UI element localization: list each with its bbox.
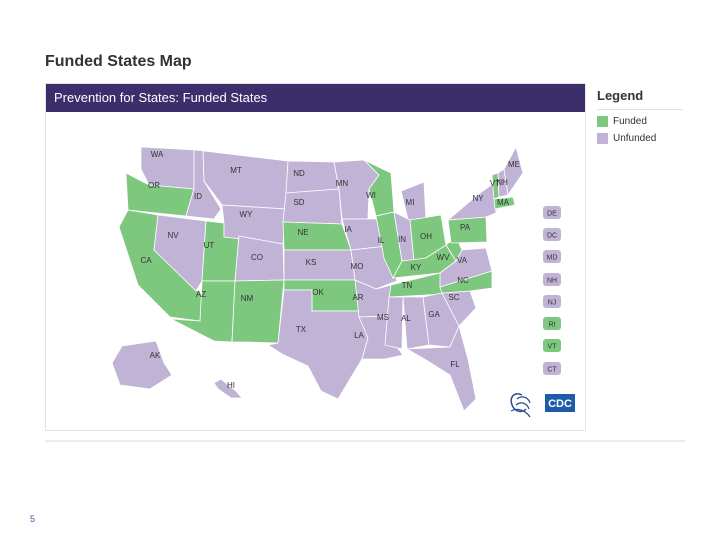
cdc-logo-text: CDC [548, 398, 572, 410]
state-label-fl: FL [450, 360, 460, 369]
small-state-label-vt: VT [548, 344, 558, 351]
state-label-nc: NC [457, 276, 469, 285]
small-state-md[interactable] [543, 250, 561, 263]
state-label-nv: NV [167, 231, 179, 240]
state-ks[interactable] [283, 249, 356, 281]
legend-label-funded: Funded [613, 116, 647, 127]
state-label-nm: NM [241, 294, 254, 303]
state-me[interactable] [503, 145, 524, 197]
state-nv[interactable] [153, 214, 207, 292]
small-state-vt[interactable] [543, 339, 561, 352]
small-state-label-nj: NJ [548, 300, 557, 307]
small-state-label-md: MD [547, 255, 558, 262]
state-label-wi: WI [366, 191, 376, 200]
map-header: Prevention for States: Funded States [46, 84, 585, 112]
state-label-ga: GA [428, 310, 440, 319]
state-ak[interactable] [111, 340, 173, 390]
map-panel: Prevention for States: Funded States WA O… [45, 83, 586, 431]
small-state-nh[interactable] [543, 273, 561, 286]
state-label-il: IL [378, 236, 385, 245]
state-label-id: ID [194, 192, 202, 201]
state-label-la: LA [354, 331, 364, 340]
legend-swatch-funded [597, 116, 608, 127]
small-state-label-dc: DC [547, 233, 557, 240]
state-label-oh: OH [420, 232, 432, 241]
us-map: WA OR CA ID NV UT AZ MT WY CO NM ND SD NE KS OK TX MN IA MO… [111, 145, 575, 418]
legend-title: Legend [597, 88, 683, 110]
state-label-ca: CA [140, 256, 152, 265]
state-label-wy: WY [240, 210, 254, 219]
small-state-label-ri: RI [549, 322, 556, 329]
small-state-ri[interactable] [543, 317, 561, 330]
legend: Legend Funded Unfunded [597, 88, 683, 144]
state-ma[interactable] [493, 196, 516, 210]
state-label-ms: MS [377, 313, 389, 322]
small-state-label-nh: NH [547, 278, 557, 285]
state-fl[interactable] [405, 324, 477, 412]
legend-label-unfunded: Unfunded [613, 133, 657, 144]
small-state-ct[interactable] [543, 362, 561, 375]
state-label-co: CO [251, 253, 263, 262]
state-label-wa: WA [151, 150, 164, 159]
legend-item-funded: Funded [597, 116, 683, 127]
state-label-ky: KY [411, 263, 422, 272]
state-label-wv: WV [437, 253, 451, 262]
state-label-ne: NE [297, 228, 308, 237]
state-label-or: OR [148, 181, 160, 190]
state-nm[interactable] [231, 279, 285, 344]
cdc-logo: CDC [545, 394, 575, 412]
page-number: 5 [30, 514, 36, 524]
state-label-pa: PA [460, 223, 471, 232]
legend-swatch-unfunded [597, 133, 608, 144]
state-label-in: IN [398, 235, 406, 244]
legend-item-unfunded: Unfunded [597, 133, 683, 144]
state-label-tx: TX [296, 325, 307, 334]
state-label-ma: MA [497, 198, 510, 207]
state-sd[interactable] [282, 188, 343, 225]
state-label-va: VA [457, 256, 468, 265]
small-state-dc[interactable] [543, 228, 561, 241]
state-label-sc: SC [448, 293, 459, 302]
state-tx[interactable] [266, 289, 369, 400]
state-ms[interactable] [384, 296, 404, 350]
state-label-ak: AK [150, 351, 161, 360]
state-label-ok: OK [312, 288, 324, 297]
small-state-label-de: DE [547, 211, 557, 218]
state-label-mt: MT [230, 166, 242, 175]
state-label-mo: MO [351, 262, 364, 271]
state-label-ut: UT [204, 241, 215, 250]
state-label-ks: KS [306, 258, 317, 267]
state-label-nh: NH [496, 178, 508, 187]
small-state-de[interactable] [543, 206, 561, 219]
page-title: Funded States Map [45, 53, 192, 70]
state-label-tn: TN [402, 281, 413, 290]
state-label-mn: MN [336, 179, 349, 188]
bottom-divider [45, 440, 685, 442]
hhs-eagle-icon [510, 393, 531, 418]
state-wy[interactable] [221, 204, 287, 245]
state-label-sd: SD [293, 198, 304, 207]
state-hi[interactable] [213, 378, 243, 399]
state-label-ny: NY [472, 194, 484, 203]
state-label-hi: HI [227, 381, 235, 390]
state-label-ia: IA [344, 225, 352, 234]
state-label-me: ME [508, 160, 520, 169]
state-label-al: AL [401, 314, 411, 323]
state-ne[interactable] [282, 221, 352, 251]
state-label-ar: AR [352, 293, 363, 302]
state-label-vt: VT [490, 179, 500, 188]
state-label-mi: MI [406, 198, 415, 207]
state-label-az: AZ [196, 290, 206, 299]
state-label-nd: ND [293, 169, 305, 178]
small-state-nj[interactable] [543, 295, 561, 308]
small-state-label-ct: CT [547, 367, 557, 374]
